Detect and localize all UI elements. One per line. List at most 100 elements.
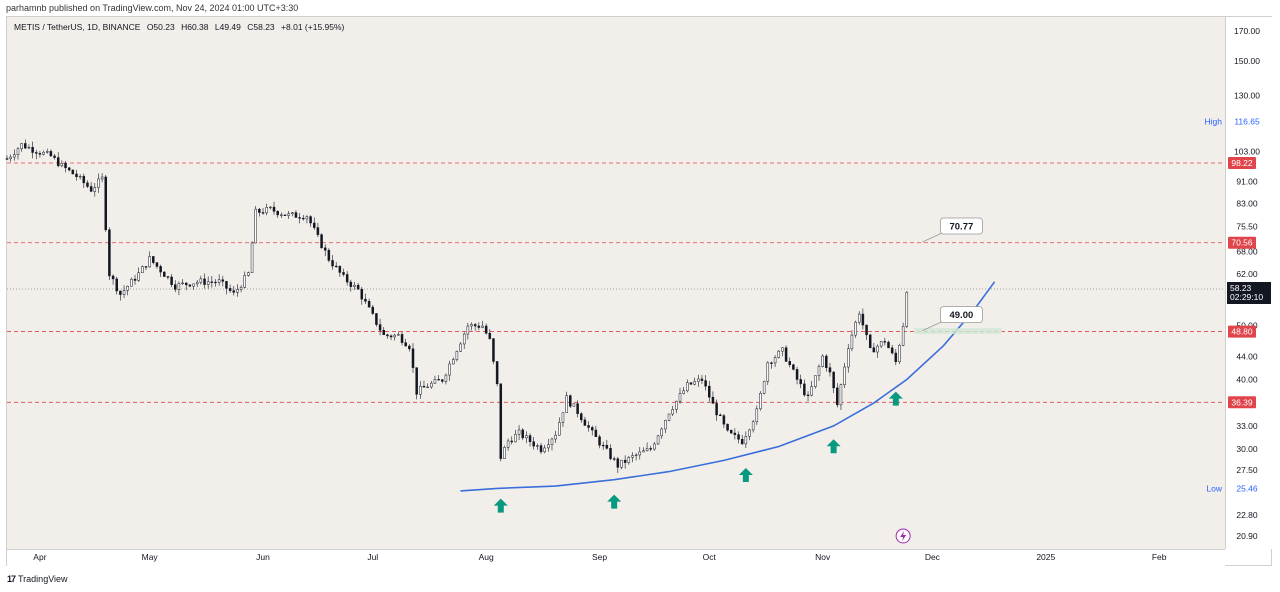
candle-body xyxy=(206,281,210,285)
candle-body xyxy=(781,347,784,352)
publisher-credit: parhamnb published on TradingView.com, N… xyxy=(6,3,299,13)
y-tick-label: 103.00 xyxy=(1234,147,1260,157)
candle-body xyxy=(86,182,89,187)
current-price-label: 58.23 xyxy=(1230,283,1252,293)
up-arrow-icon xyxy=(826,439,841,454)
candle-body xyxy=(345,274,349,283)
candle-body xyxy=(269,206,272,209)
candle-body xyxy=(389,335,393,338)
candle-body xyxy=(693,381,696,385)
candle-body xyxy=(660,428,663,437)
candle-body xyxy=(784,347,788,362)
candle-body xyxy=(708,385,711,398)
candle-body xyxy=(188,284,192,287)
candle-body xyxy=(876,345,879,353)
candle-body xyxy=(302,217,305,220)
candle-body xyxy=(580,413,583,421)
candle-body xyxy=(671,409,674,415)
level-tag-label: 36.39 xyxy=(1231,397,1253,407)
candle-body xyxy=(667,413,671,421)
up-arrow-icon xyxy=(607,494,622,509)
candle-body xyxy=(174,284,177,290)
candle-body xyxy=(810,386,813,396)
x-tick-label: Apr xyxy=(33,552,46,562)
candle-body xyxy=(653,443,656,450)
candle-body xyxy=(554,434,557,440)
y-tick-label: 33.00 xyxy=(1236,421,1258,431)
candle-body xyxy=(616,458,620,468)
callout-leader xyxy=(922,320,945,331)
x-tick-label: Dec xyxy=(925,552,941,562)
candle-body xyxy=(367,301,371,308)
y-tick-label: 30.00 xyxy=(1236,444,1258,454)
level-tag xyxy=(1228,396,1256,409)
candle-body xyxy=(590,427,594,431)
symbol-title[interactable]: METIS / TetherUS, 1D, BINANCE xyxy=(14,22,141,32)
candle-body xyxy=(740,438,744,445)
candle-body xyxy=(773,357,777,364)
candle-body xyxy=(430,382,433,388)
callout-label: 49.00 xyxy=(949,310,973,321)
callout-box xyxy=(939,217,983,235)
candle-body xyxy=(634,454,638,456)
candle-body xyxy=(477,325,481,328)
candle-body xyxy=(280,214,283,216)
candle-body xyxy=(133,278,137,281)
low-marker-label: Low xyxy=(1206,483,1222,493)
x-tick-label: Jul xyxy=(367,552,378,562)
candle-body xyxy=(294,212,298,218)
candle-body xyxy=(806,394,810,397)
candle-body xyxy=(20,143,23,150)
y-tick-label: 130.00 xyxy=(1234,90,1260,100)
level-tag-label: 98.22 xyxy=(1231,158,1253,168)
time-axis[interactable] xyxy=(7,549,1225,566)
candle-body xyxy=(448,363,451,376)
candle-body xyxy=(645,448,649,452)
candle-body xyxy=(704,380,707,387)
candle-body xyxy=(675,400,678,410)
candle-body xyxy=(678,393,682,402)
candle-body xyxy=(484,325,488,334)
candle-body xyxy=(470,324,473,327)
candle-body xyxy=(5,158,9,160)
x-tick-label: Sep xyxy=(592,552,607,562)
candle-body xyxy=(686,382,689,392)
plot-area[interactable] xyxy=(7,17,1225,549)
candle-body xyxy=(521,429,524,439)
candle-body xyxy=(697,378,700,382)
candle-body xyxy=(170,276,173,285)
candle-body xyxy=(100,176,104,180)
candle-body xyxy=(331,260,334,267)
candle-body xyxy=(649,448,652,450)
candle-body xyxy=(759,393,762,410)
candle-body xyxy=(411,348,415,368)
candle-body xyxy=(609,448,612,459)
candle-body xyxy=(378,324,382,331)
candle-body xyxy=(462,333,466,345)
candle-body xyxy=(664,420,667,430)
tradingview-logo[interactable]: 17 TradingView xyxy=(7,574,68,584)
up-arrow-icon xyxy=(888,391,903,406)
candle-body xyxy=(898,345,901,363)
candle-body xyxy=(422,385,426,388)
candle-body xyxy=(868,334,872,348)
candle-body xyxy=(514,434,517,443)
candle-body xyxy=(795,369,799,380)
high-marker-value: 116.65 xyxy=(1234,117,1260,127)
candle-body xyxy=(177,283,181,290)
up-arrow-icon xyxy=(493,498,508,513)
candle-body xyxy=(770,362,773,364)
candle-body xyxy=(481,325,484,328)
candle-body xyxy=(558,422,561,436)
candle-body xyxy=(93,187,97,192)
candle-body xyxy=(108,229,111,277)
candle-body xyxy=(689,382,693,385)
x-tick-label: May xyxy=(142,552,159,562)
current-price-countdown: 02:29:10 xyxy=(1230,292,1263,302)
candle-body xyxy=(700,378,704,381)
candle-body xyxy=(126,286,129,291)
candle-body xyxy=(565,395,568,413)
candle-body xyxy=(543,447,546,453)
candle-body xyxy=(814,375,817,387)
